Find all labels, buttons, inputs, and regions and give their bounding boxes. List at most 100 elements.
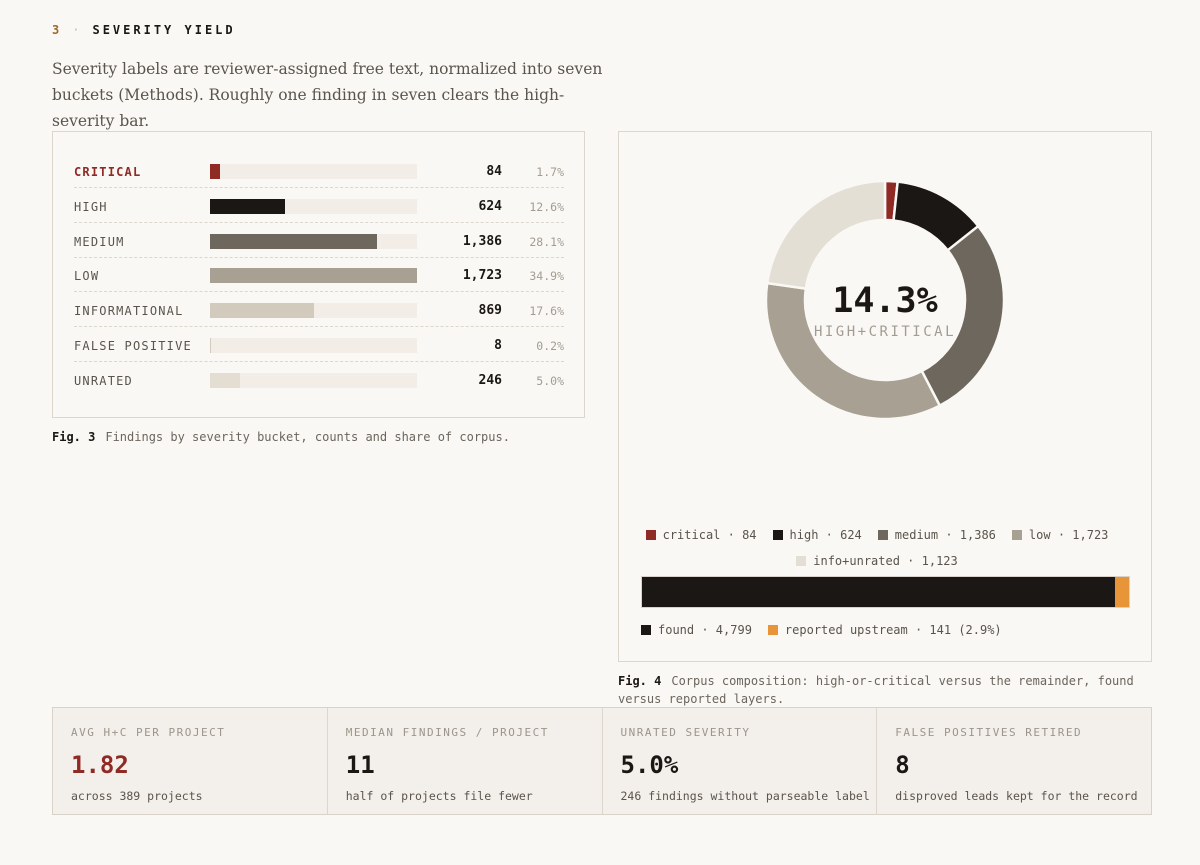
severity-count: 1,386 [462, 233, 502, 249]
stat-card: UNRATED SEVERITY 5.0% 246 findings without… [603, 708, 878, 814]
severity-row: CRITICAL 84 1.7% [74, 154, 564, 188]
severity-bar-track [210, 233, 417, 249]
severity-row: LOW 1,723 34.9% [74, 258, 564, 293]
stat-card: AVG H+C PER PROJECT 1.82 across 389 projec… [53, 708, 328, 814]
severity-bar-track [210, 338, 417, 353]
severity-bar-panel: CRITICAL 84 1.7% HIGH 624 12.6% MEDIUM 1,386 28.… [52, 131, 585, 418]
stat-value: 8 [895, 751, 910, 779]
severity-row: MEDIUM 1,386 28.1% [74, 224, 564, 258]
legend-text: low · 1,723 [1028, 528, 1109, 542]
donut-legend: critical · 84 high · 624 medium · 1,386 low… [619, 528, 1151, 542]
stat-subtext: 246 findings without parseable label [620, 789, 870, 803]
bar-segment-reported-upstream [1115, 577, 1129, 607]
found-legend: found · 4,799 reported upstream · 141 (2.… [641, 623, 1018, 637]
legend-swatch [645, 530, 656, 540]
legend-swatch [772, 530, 783, 540]
donut-slice-info-unrated [765, 179, 887, 291]
legend-swatch [1011, 530, 1022, 540]
legend-text: medium · 1,386 [894, 528, 996, 542]
severity-bar-track [210, 164, 417, 179]
severity-count: 869 [478, 303, 502, 319]
severity-bar-track [210, 268, 417, 284]
severity-bar-track [210, 303, 417, 319]
severity-row: FALSE POSITIVE 8 0.2% [74, 328, 564, 362]
summary-stats: AVG H+C PER PROJECT 1.82 across 389 projec… [52, 707, 1152, 815]
severity-bar [210, 303, 314, 319]
severity-share: 1.7% [536, 165, 564, 179]
fig4-caption-text: Corpus composition: high-or-critical ver… [618, 674, 1134, 706]
severity-bar [210, 372, 240, 388]
severity-bar [210, 338, 211, 353]
legend-text: found · 4,799 [658, 623, 752, 637]
severity-bar [210, 164, 220, 179]
stat-label: MEDIAN FINDINGS / PROJECT [345, 726, 549, 739]
legend-item-high: high · 624 [772, 528, 862, 542]
severity-row: INFORMATIONAL 869 17.6% [74, 293, 564, 328]
severity-label: MEDIUM [74, 234, 125, 249]
severity-label: UNRATED [74, 373, 133, 388]
intro-paragraph: Severity labels are reviewer-assigned fr… [52, 60, 603, 130]
donut-slice-medium [920, 224, 1006, 408]
severity-share: 34.9% [529, 269, 564, 284]
stat-subtext: disproved leads kept for the record [895, 789, 1138, 803]
legend-text: info+unrated · 1,123 [813, 554, 958, 568]
bar-segment-found [642, 577, 1116, 607]
severity-count: 84 [486, 164, 502, 179]
severity-bar-track [210, 372, 417, 388]
severity-count: 246 [478, 372, 502, 388]
severity-label: CRITICAL [74, 165, 142, 179]
legend-item-info-unrated: info+unrated · 1,123 [796, 554, 958, 568]
stat-subtext: across 389 projects [71, 789, 203, 803]
severity-share: 28.1% [529, 234, 564, 249]
legend-swatch [767, 625, 778, 635]
stat-value: 5.0% [620, 751, 679, 779]
severity-count: 1,723 [462, 268, 502, 284]
severity-bar [210, 198, 285, 214]
legend-swatch [796, 556, 807, 566]
stat-label: FALSE POSITIVES RETIRED [895, 726, 1083, 739]
found-vs-reported-bar [641, 576, 1130, 608]
severity-share: 0.2% [536, 339, 564, 353]
severity-count: 624 [478, 198, 502, 214]
fig3-caption-text: Findings by severity bucket, counts and … [105, 430, 510, 444]
legend-item-low: low · 1,723 [1011, 528, 1109, 542]
severity-count: 8 [494, 338, 502, 353]
stat-label: AVG H+C PER PROJECT [71, 726, 226, 739]
severity-label: LOW [74, 269, 100, 284]
section-title: SEVERITY YIELD [92, 23, 236, 37]
legend-text: critical · 84 [662, 528, 757, 542]
donut-center-value: 14.3% [832, 281, 937, 321]
severity-share: 5.0% [536, 373, 564, 388]
fig4-caption: Fig. 4 Corpus composition: high-or-critic… [618, 672, 1150, 708]
stat-card: MEDIAN FINDINGS / PROJECT 11 half of proje… [328, 708, 603, 814]
legend-item-medium: medium · 1,386 [877, 528, 996, 542]
donut-chart: 14.3% HIGH+CRITICAL [764, 179, 1006, 421]
composition-panel: 14.3% HIGH+CRITICAL critical · 84 high · 6… [618, 131, 1152, 662]
stat-card: FALSE POSITIVES RETIRED 8 disproved leads … [877, 708, 1151, 814]
severity-share: 12.6% [529, 199, 564, 214]
stat-value: 1.82 [71, 751, 129, 779]
severity-bar [210, 268, 417, 284]
section-header: 3 · SEVERITY YIELD [52, 23, 236, 37]
section-number: 3 [52, 23, 63, 37]
stat-subtext: half of projects file fewer [345, 789, 533, 803]
fig3-caption: Fig. 3 Findings by severity bucket, count… [52, 428, 592, 446]
severity-label: FALSE POSITIVE [74, 339, 192, 353]
legend-text: high · 624 [789, 528, 862, 542]
severity-label: INFORMATIONAL [74, 304, 184, 319]
legend-item-critical: critical · 84 [645, 528, 757, 542]
legend-item-reported-upstream: reported upstream · 141 (2.9%) [767, 623, 1002, 637]
legend-swatch [641, 625, 651, 635]
legend-swatch [877, 530, 888, 540]
donut-legend-row2: info+unrated · 1,123 [619, 554, 1151, 568]
severity-bar-track [210, 198, 417, 214]
stat-label: UNRATED SEVERITY [620, 726, 751, 739]
legend-text: reported upstream · 141 (2.9%) [784, 623, 1002, 637]
severity-bar [210, 233, 377, 249]
severity-label: HIGH [74, 199, 108, 214]
donut-center-label: HIGH+CRITICAL [814, 324, 956, 340]
severity-row: HIGH 624 12.6% [74, 189, 564, 223]
stat-value: 11 [345, 751, 375, 779]
severity-share: 17.6% [529, 304, 564, 319]
severity-row: UNRATED 246 5.0% [74, 363, 564, 397]
